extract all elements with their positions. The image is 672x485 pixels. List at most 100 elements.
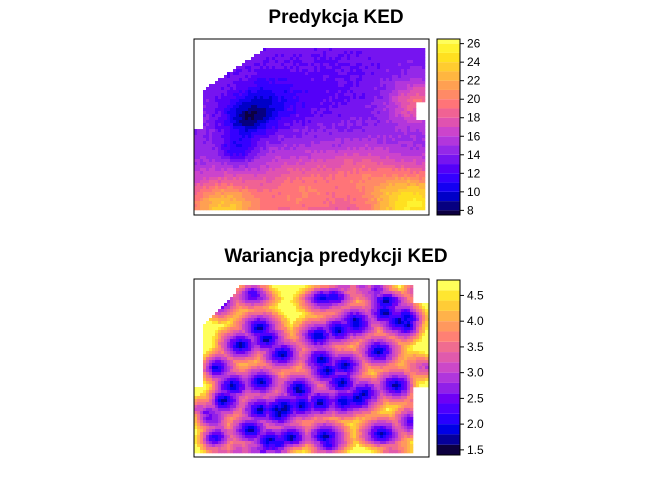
map-cell — [242, 108, 245, 111]
map-cell — [320, 303, 323, 306]
map-cell — [359, 147, 362, 150]
map-cell — [398, 198, 401, 201]
map-cell — [281, 108, 284, 111]
map-cell — [350, 72, 353, 75]
map-cell — [230, 195, 233, 198]
map-cell — [362, 93, 365, 96]
map-cell — [383, 132, 386, 135]
map-cell — [329, 162, 332, 165]
map-cell — [233, 75, 236, 78]
map-cell — [332, 156, 335, 159]
map-cell — [233, 297, 236, 300]
map-cell — [308, 108, 311, 111]
map-cell — [326, 81, 329, 84]
map-cell — [404, 51, 407, 54]
map-cell — [377, 204, 380, 207]
map-cell — [236, 321, 239, 324]
map-cell — [248, 123, 251, 126]
map-cell — [254, 150, 257, 153]
map-cell — [239, 183, 242, 186]
map-cell — [227, 204, 230, 207]
map-cell — [329, 207, 332, 210]
map-cell — [371, 150, 374, 153]
map-cell — [284, 126, 287, 129]
map-cell — [314, 156, 317, 159]
map-cell — [296, 48, 299, 51]
map-cell — [197, 189, 200, 192]
map-cell — [362, 72, 365, 75]
map-cell — [314, 51, 317, 54]
map-cell — [374, 51, 377, 54]
map-cell — [209, 84, 212, 87]
map-cell — [227, 183, 230, 186]
map-cell — [317, 81, 320, 84]
map-cell — [257, 288, 260, 291]
map-cell — [383, 288, 386, 291]
map-cell — [299, 189, 302, 192]
map-cell — [347, 177, 350, 180]
map-cell — [323, 198, 326, 201]
map-cell — [299, 198, 302, 201]
map-cell — [395, 108, 398, 111]
map-cell — [305, 300, 308, 303]
map-cell — [296, 51, 299, 54]
map-cell — [305, 126, 308, 129]
map-cell — [251, 180, 254, 183]
map-cell — [209, 174, 212, 177]
map-cell — [233, 321, 236, 324]
map-cell — [338, 156, 341, 159]
map-cell — [395, 198, 398, 201]
map-cell — [254, 120, 257, 123]
map-cell — [290, 126, 293, 129]
map-cell — [251, 327, 254, 330]
map-cell — [227, 156, 230, 159]
map-cell — [266, 102, 269, 105]
map-cell — [299, 114, 302, 117]
map-cell — [347, 102, 350, 105]
map-cell — [272, 147, 275, 150]
map-cell — [335, 189, 338, 192]
map-cell — [275, 150, 278, 153]
map-cell — [383, 57, 386, 60]
map-cell — [326, 183, 329, 186]
map-cell — [275, 111, 278, 114]
map-cell — [290, 294, 293, 297]
map-cell — [317, 207, 320, 210]
map-cell — [344, 90, 347, 93]
map-cell — [356, 147, 359, 150]
map-cell — [419, 75, 422, 78]
map-cell — [332, 66, 335, 69]
map-cell — [263, 300, 266, 303]
map-cell — [404, 78, 407, 81]
map-cell — [383, 63, 386, 66]
map-cell — [200, 177, 203, 180]
map-cell — [263, 156, 266, 159]
map-cell — [422, 120, 425, 123]
map-cell — [263, 54, 266, 57]
map-cell — [398, 183, 401, 186]
map-cell — [338, 162, 341, 165]
map-cell — [350, 315, 353, 318]
map-cell — [209, 90, 212, 93]
map-cell — [224, 168, 227, 171]
map-cell — [269, 186, 272, 189]
map-cell — [239, 297, 242, 300]
map-cell — [200, 162, 203, 165]
map-cell — [314, 48, 317, 51]
map-cell — [323, 288, 326, 291]
map-cell — [347, 117, 350, 120]
map-cell — [395, 300, 398, 303]
map-cell — [347, 111, 350, 114]
map-cell — [368, 204, 371, 207]
map-cell — [398, 66, 401, 69]
map-cell — [269, 147, 272, 150]
map-cell — [365, 183, 368, 186]
map-cell — [395, 99, 398, 102]
map-cell — [380, 198, 383, 201]
map-cell — [221, 330, 224, 333]
map-cell — [278, 138, 281, 141]
map-cell — [407, 297, 410, 300]
map-cell — [296, 183, 299, 186]
map-cell — [317, 60, 320, 63]
map-cell — [224, 174, 227, 177]
